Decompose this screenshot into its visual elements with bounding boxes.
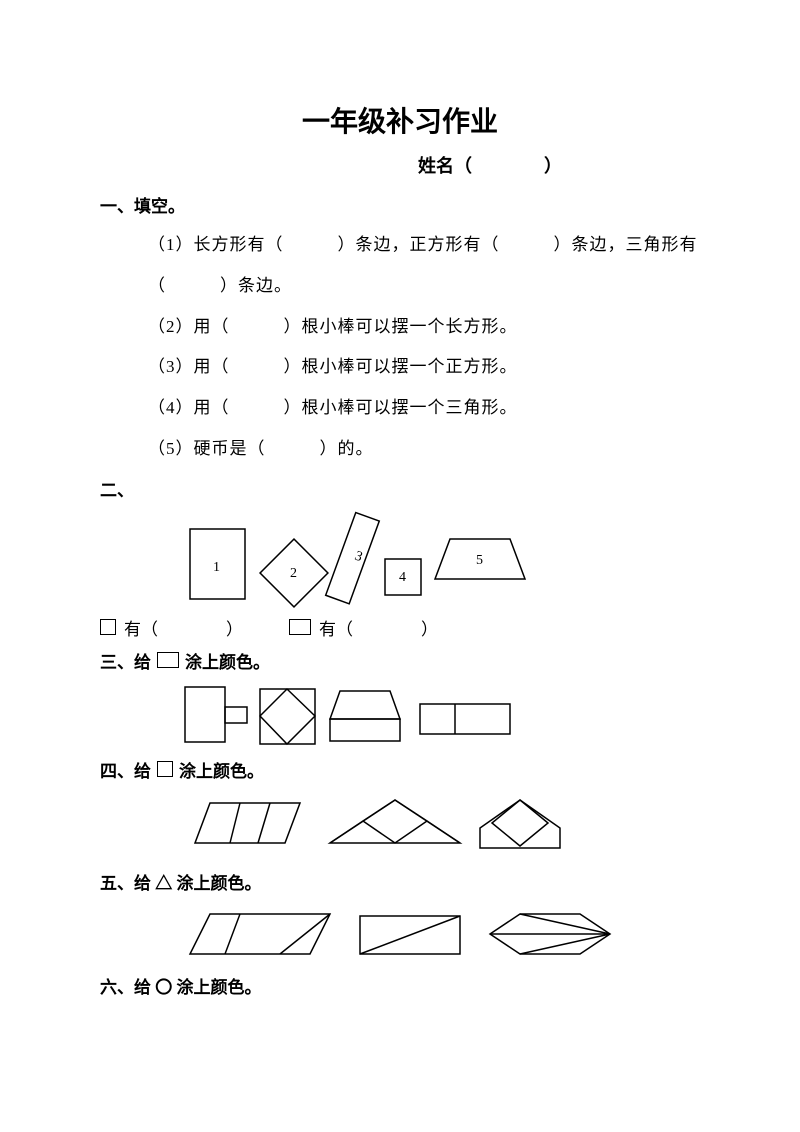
square-icon — [100, 619, 116, 635]
section-2-heading: 二、 — [100, 476, 700, 501]
page-title: 一年级补习作业 — [100, 100, 700, 140]
name-field: 姓名（ ） — [100, 152, 700, 178]
section-5-diagram — [180, 902, 700, 967]
section-5-heading: 五、给 △ 涂上颜色。 — [100, 869, 700, 894]
square-icon — [157, 761, 173, 777]
question-4: （4）用（ ）根小棒可以摆一个三角形。 — [148, 388, 700, 429]
section-4-heading: 四、给 涂上颜色。 — [100, 757, 700, 782]
shape-label-2: 2 — [290, 566, 297, 581]
answer-b: 有（ ） — [319, 615, 438, 640]
section-2-answers: 有（ ） 有（ ） — [100, 615, 700, 640]
section-2-diagram: 1 2 3 4 5 — [180, 509, 700, 609]
question-2: （2）用（ ）根小棒可以摆一个长方形。 — [148, 307, 700, 348]
rectangle-icon — [157, 652, 179, 668]
shape-label-1: 1 — [213, 560, 220, 575]
section-4-diagram — [180, 788, 700, 863]
section-3-heading: 三、给 涂上颜色。 — [100, 648, 700, 673]
question-5: （5）硬币是（ ）的。 — [148, 429, 700, 470]
question-3: （3）用（ ）根小棒可以摆一个正方形。 — [148, 347, 700, 388]
question-1: （1）长方形有（ ）条边，正方形有（ ）条边，三角形有（ ）条边。 — [148, 225, 700, 307]
section-3-diagram — [180, 679, 700, 749]
section-1-heading: 一、填空。 — [100, 192, 700, 217]
section-6-heading: 六、给 〇 涂上颜色。 — [100, 973, 700, 998]
rectangle-icon — [289, 619, 311, 635]
shape-label-5: 5 — [476, 553, 483, 568]
shape-label-4: 4 — [399, 570, 406, 585]
shape-label-3: 3 — [353, 548, 365, 564]
answer-a: 有（ ） — [124, 615, 243, 640]
